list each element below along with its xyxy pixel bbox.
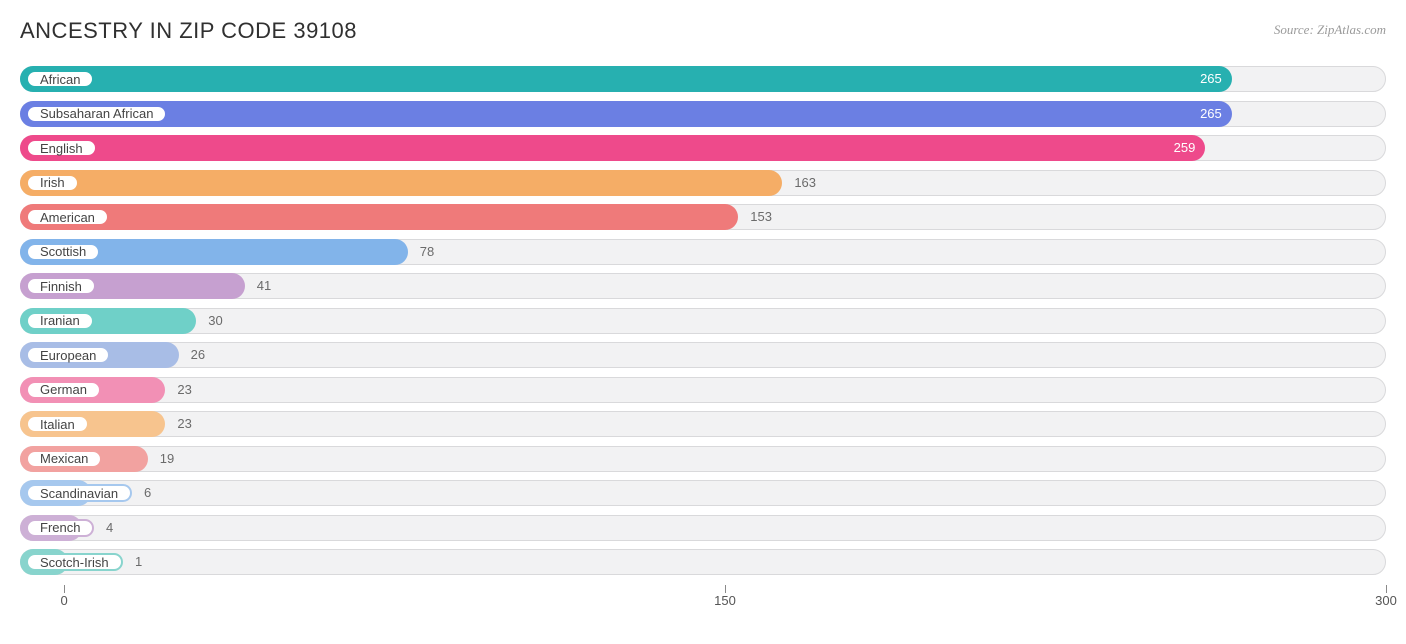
bar-row: Scotch-Irish 1 (20, 549, 1386, 575)
value-label: 259 (1174, 135, 1196, 161)
category-pill: Scottish (26, 243, 100, 261)
bar-row: Finnish 41 (20, 273, 1386, 299)
category-pill: English (26, 139, 97, 157)
bars-container: African 265 Subsaharan African 265 English 25… (20, 66, 1386, 575)
chart-header: ANCESTRY IN ZIP CODE 39108 Source: ZipAt… (20, 18, 1386, 44)
bar-track (20, 411, 1386, 437)
category-pill: Irish (26, 174, 79, 192)
bar-row: African 265 (20, 66, 1386, 92)
bar-fill (20, 170, 782, 196)
bar-row: German 23 (20, 377, 1386, 403)
category-pill: Scotch-Irish (26, 553, 123, 571)
value-label: 23 (177, 411, 191, 437)
category-pill: African (26, 70, 94, 88)
value-label: 163 (794, 170, 816, 196)
bar-row: French 4 (20, 515, 1386, 541)
bar-track (20, 308, 1386, 334)
bar-track (20, 377, 1386, 403)
axis-tick (725, 585, 726, 593)
category-pill: Iranian (26, 312, 94, 330)
category-pill: German (26, 381, 101, 399)
bar-track (20, 549, 1386, 575)
bar-track (20, 446, 1386, 472)
value-label: 153 (750, 204, 772, 230)
bar-track (20, 480, 1386, 506)
category-pill: French (26, 519, 94, 537)
bar-row: Mexican 19 (20, 446, 1386, 472)
bar-fill (20, 204, 738, 230)
bar-row: Iranian 30 (20, 308, 1386, 334)
bar-row: English 259 (20, 135, 1386, 161)
value-label: 23 (177, 377, 191, 403)
bar-track (20, 342, 1386, 368)
bar-row: European 26 (20, 342, 1386, 368)
category-pill: Mexican (26, 450, 102, 468)
value-label: 6 (144, 480, 151, 506)
category-pill: European (26, 346, 110, 364)
bar-fill (20, 101, 1232, 127)
bar-row: Scottish 78 (20, 239, 1386, 265)
category-pill: Scandinavian (26, 484, 132, 502)
category-pill: American (26, 208, 109, 226)
value-label: 19 (160, 446, 174, 472)
chart-source: Source: ZipAtlas.com (1274, 22, 1386, 38)
axis-tick-label: 300 (1375, 593, 1397, 608)
axis-tick-label: 0 (60, 593, 67, 608)
axis-tick-label: 150 (714, 593, 736, 608)
axis-tick (64, 585, 65, 593)
chart-area: African 265 Subsaharan African 265 English 25… (20, 66, 1386, 606)
value-label: 26 (191, 342, 205, 368)
bar-row: Scandinavian 6 (20, 480, 1386, 506)
category-pill: Finnish (26, 277, 96, 295)
bar-row: Irish 163 (20, 170, 1386, 196)
category-pill: Subsaharan African (26, 105, 167, 123)
chart-title: ANCESTRY IN ZIP CODE 39108 (20, 18, 357, 44)
bar-row: Italian 23 (20, 411, 1386, 437)
axis-tick (1386, 585, 1387, 593)
value-label: 78 (420, 239, 434, 265)
value-label: 30 (208, 308, 222, 334)
category-pill: Italian (26, 415, 89, 433)
x-axis: 0150300 (20, 584, 1386, 614)
bar-row: American 153 (20, 204, 1386, 230)
bar-fill (20, 135, 1205, 161)
bar-fill (20, 66, 1232, 92)
value-label: 41 (257, 273, 271, 299)
value-label: 4 (106, 515, 113, 541)
bar-track (20, 515, 1386, 541)
bar-row: Subsaharan African 265 (20, 101, 1386, 127)
value-label: 265 (1200, 101, 1222, 127)
value-label: 1 (135, 549, 142, 575)
value-label: 265 (1200, 66, 1222, 92)
